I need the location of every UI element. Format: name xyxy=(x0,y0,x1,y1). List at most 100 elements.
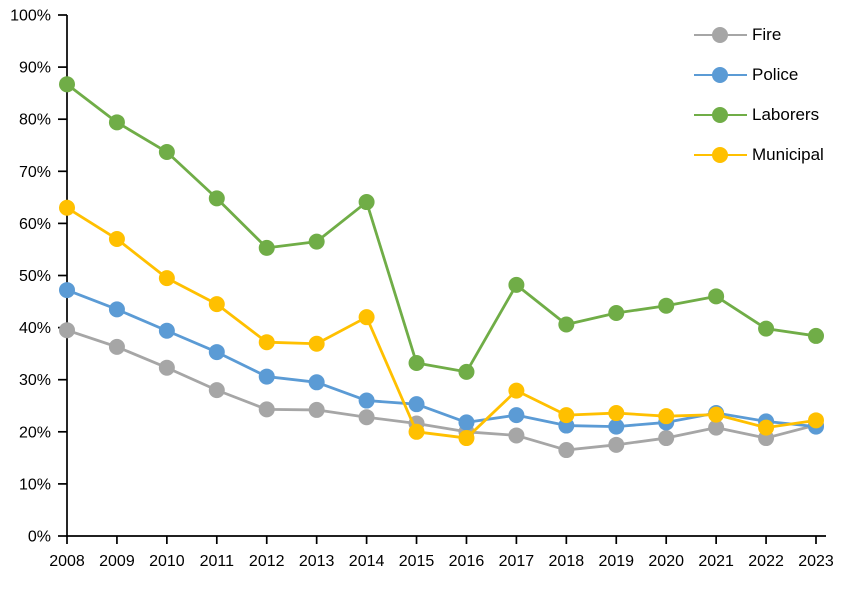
x-axis-label: 2017 xyxy=(499,553,535,570)
data-point-fire-2020 xyxy=(658,430,675,447)
data-point-fire-2014 xyxy=(358,409,375,426)
legend-label-municipal: Municipal xyxy=(752,145,824,164)
data-point-laborers-2010 xyxy=(158,144,175,161)
data-point-police-2011 xyxy=(208,344,225,361)
legend: Fire Police Laborers Municipal xyxy=(694,25,844,185)
legend-label-police: Police xyxy=(752,65,799,84)
data-point-police-2008 xyxy=(59,282,75,299)
y-axis-label: 60% xyxy=(19,216,51,233)
x-axis-label: 2020 xyxy=(648,553,684,570)
y-axis-label: 10% xyxy=(19,476,51,493)
data-point-laborers-2019 xyxy=(608,305,625,322)
series-line-police xyxy=(65,288,818,428)
x-axis-label: 2010 xyxy=(149,553,185,570)
legend-item-municipal: Municipal xyxy=(694,145,844,165)
data-point-municipal-2011 xyxy=(208,296,225,313)
municipal-dot-icon xyxy=(712,147,728,163)
data-point-laborers-2016 xyxy=(458,363,475,380)
data-point-fire-2013 xyxy=(308,401,325,418)
data-point-fire-2021 xyxy=(708,419,725,436)
data-point-laborers-2013 xyxy=(308,233,325,250)
data-point-laborers-2022 xyxy=(758,320,775,337)
data-point-municipal-2019 xyxy=(608,405,625,422)
x-axis-label: 2021 xyxy=(698,553,734,570)
x-axis-label: 2022 xyxy=(748,553,784,570)
x-axis-label: 2015 xyxy=(399,553,435,570)
data-point-laborers-2020 xyxy=(658,297,675,314)
x-axis-label: 2018 xyxy=(549,553,585,570)
y-axis-label: 40% xyxy=(19,320,51,337)
data-point-municipal-2021 xyxy=(708,406,725,423)
data-point-fire-2012 xyxy=(258,401,275,418)
x-axis-label: 2016 xyxy=(449,553,485,570)
data-point-police-2015 xyxy=(408,396,425,413)
data-point-police-2010 xyxy=(158,322,175,339)
legend-swatch-municipal xyxy=(694,145,747,165)
series-line-fire xyxy=(65,328,818,452)
y-axis-label: 50% xyxy=(19,268,51,285)
data-point-laborers-2012 xyxy=(258,239,275,256)
data-point-police-2017 xyxy=(508,407,525,424)
legend-item-police: Police xyxy=(694,65,844,85)
data-point-police-2014 xyxy=(358,392,375,409)
x-axis-label: 2014 xyxy=(349,553,385,570)
data-point-laborers-2014 xyxy=(358,194,375,211)
y-axis-label: 0% xyxy=(28,529,51,546)
series-line-laborers xyxy=(65,82,818,374)
x-axis-label: 2009 xyxy=(99,553,135,570)
legend-swatch-fire xyxy=(694,25,747,45)
data-point-fire-2019 xyxy=(608,436,625,453)
y-axis-label: 30% xyxy=(19,372,51,389)
data-point-municipal-2014 xyxy=(358,309,375,326)
x-axis-label: 2023 xyxy=(798,553,834,570)
data-point-laborers-2023 xyxy=(808,327,824,344)
data-point-police-2009 xyxy=(108,301,125,318)
data-point-police-2012 xyxy=(258,368,275,385)
laborers-dot-icon xyxy=(712,107,728,123)
y-axis-label: 90% xyxy=(19,60,51,77)
data-point-municipal-2023 xyxy=(808,412,824,429)
data-point-laborers-2017 xyxy=(508,276,525,293)
police-dot-icon xyxy=(712,67,728,83)
legend-item-laborers: Laborers xyxy=(694,105,844,125)
data-point-municipal-2016 xyxy=(458,430,475,447)
x-axis-label: 2013 xyxy=(299,553,335,570)
data-point-fire-2008 xyxy=(59,322,75,339)
data-point-municipal-2012 xyxy=(258,334,275,351)
legend-label-laborers: Laborers xyxy=(752,105,820,124)
data-point-municipal-2009 xyxy=(108,231,125,248)
x-axis-label: 2008 xyxy=(49,553,85,570)
data-point-municipal-2022 xyxy=(758,419,775,436)
data-point-municipal-2015 xyxy=(408,423,425,440)
data-point-laborers-2008 xyxy=(59,76,75,93)
data-point-laborers-2015 xyxy=(408,355,425,372)
data-point-fire-2018 xyxy=(558,442,575,459)
data-point-fire-2017 xyxy=(508,427,525,444)
legend-label-fire: Fire xyxy=(752,25,782,44)
data-point-municipal-2017 xyxy=(508,382,525,399)
data-point-municipal-2010 xyxy=(158,270,175,287)
data-point-laborers-2011 xyxy=(208,190,225,207)
y-axis-label: 20% xyxy=(19,424,51,441)
y-axis-label: 80% xyxy=(19,112,51,129)
legend-swatch-police xyxy=(694,65,747,85)
x-axis-label: 2019 xyxy=(598,553,634,570)
data-point-fire-2011 xyxy=(208,382,225,399)
data-point-police-2013 xyxy=(308,374,325,391)
fire-dot-icon xyxy=(712,27,728,43)
y-axis-label: 70% xyxy=(19,164,51,181)
data-point-fire-2010 xyxy=(158,359,175,376)
data-point-municipal-2020 xyxy=(658,408,675,425)
data-point-laborers-2018 xyxy=(558,316,575,333)
series-line-municipal xyxy=(65,206,818,440)
y-axis-label: 100% xyxy=(10,8,51,25)
data-point-municipal-2018 xyxy=(558,407,575,424)
data-point-municipal-2008 xyxy=(59,199,75,216)
data-point-police-2019 xyxy=(608,418,625,435)
data-point-laborers-2009 xyxy=(108,114,125,131)
legend-item-fire: Fire xyxy=(694,25,844,45)
data-point-laborers-2021 xyxy=(708,288,725,305)
x-axis-label: 2011 xyxy=(200,553,235,570)
